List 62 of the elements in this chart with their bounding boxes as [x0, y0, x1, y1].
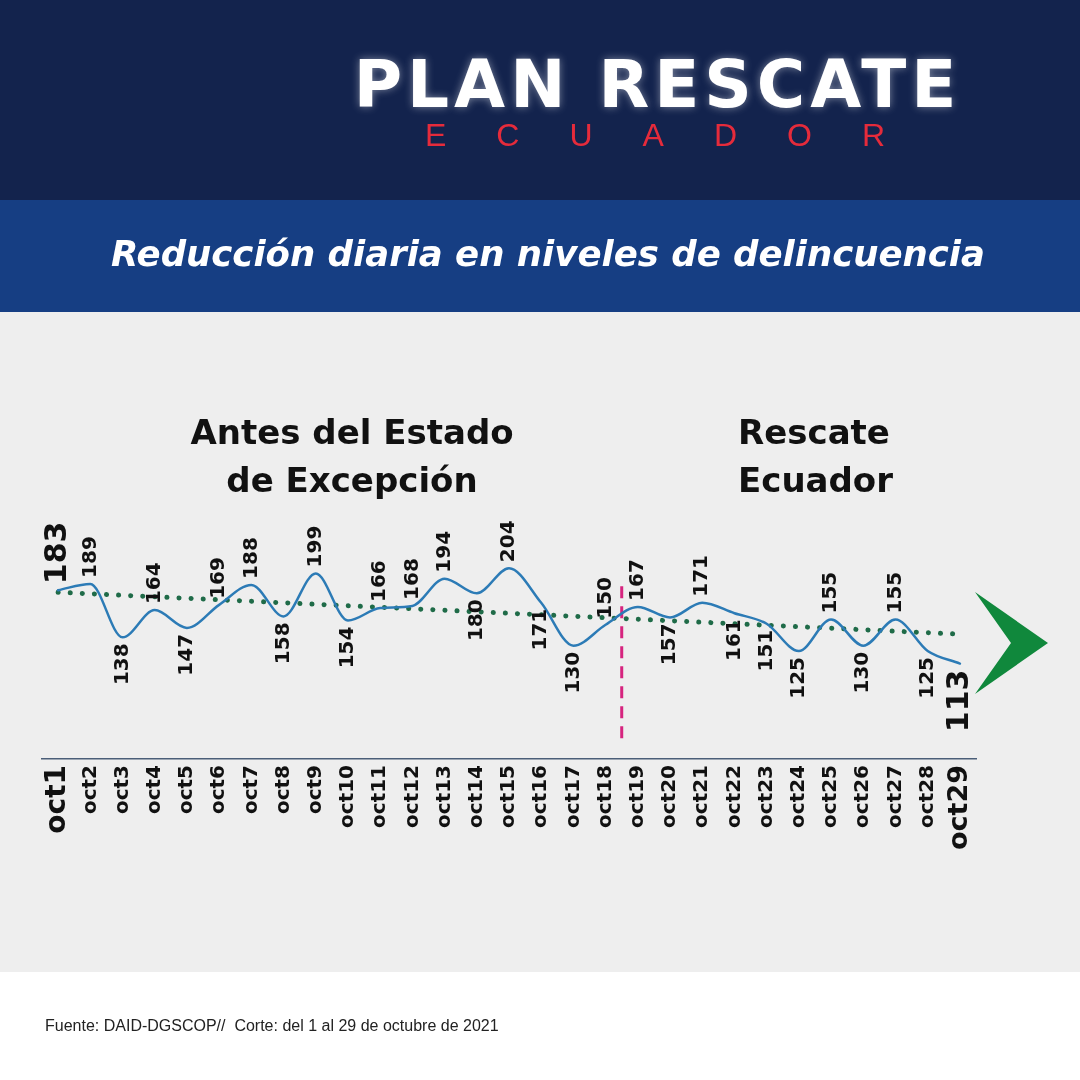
data-label: 189: [76, 536, 101, 578]
x-tick-label: oct9: [301, 764, 326, 815]
x-tick-label: oct5: [173, 764, 198, 815]
data-label: 151: [752, 629, 777, 672]
x-tick-label: oct12: [398, 764, 423, 828]
x-tick-label: oct29: [941, 764, 973, 851]
text: Antes del Estado de Excepción: [189, 411, 515, 502]
data-label: 158: [269, 622, 294, 665]
data-label: 155: [817, 571, 842, 614]
x-tick-label: oct15: [495, 764, 520, 828]
x-tick-label: oct23: [752, 764, 777, 828]
data-label: 168: [398, 558, 423, 600]
x-tick-label: oct14: [463, 764, 487, 828]
data-label: 164: [140, 562, 165, 605]
source-note: Fuente: DAID-DGSCOP// Corte: del 1 al 29 de octubre de 2021: [45, 1016, 499, 1036]
x-tick-label: oct22: [720, 764, 745, 828]
data-label: 161: [720, 619, 745, 661]
data-label: 154: [334, 626, 359, 669]
x-tick-label: oct8: [269, 764, 294, 815]
data-label: 125: [785, 656, 810, 699]
data-label: 180: [463, 599, 487, 642]
x-tick-label: oct27: [881, 764, 906, 828]
data-label: 167: [624, 559, 649, 601]
x-tick-label: oct7: [237, 764, 262, 815]
x-tick-label: oct10: [334, 764, 359, 828]
x-tick-label: oct28: [913, 764, 938, 828]
x-tick-label: oct2: [76, 764, 101, 815]
x-tick-label: oct24: [785, 764, 810, 828]
data-label: 183: [37, 521, 73, 585]
data-label: 157: [656, 623, 681, 666]
data-label: 150: [591, 577, 616, 619]
x-tick-label: oct13: [430, 764, 455, 828]
text: Rescate Ecuador: [738, 411, 894, 502]
x-tick-label: oct18: [591, 764, 616, 828]
x-tick-label: oct11: [366, 764, 391, 828]
data-label: 199: [301, 525, 326, 568]
x-tick-label: oct16: [527, 764, 552, 828]
x-tick-label: oct26: [849, 764, 874, 828]
x-tick-label: oct21: [688, 764, 713, 828]
data-label: 171: [688, 555, 713, 597]
x-tick-label: oct3: [108, 764, 133, 815]
data-label: 147: [173, 633, 198, 676]
data-label: 113: [939, 669, 975, 733]
x-tick-label: oct17: [559, 764, 584, 828]
x-tick-label: oct1: [39, 764, 73, 834]
data-label: 155: [881, 571, 906, 614]
data-label: 194: [430, 530, 455, 573]
data-label: 169: [205, 557, 230, 599]
x-tick-label: oct20: [656, 764, 681, 828]
data-label: 188: [237, 537, 262, 579]
text: Reducción diaria en niveles de delincuencia: [110, 232, 986, 276]
x-tick-label: oct19: [624, 764, 649, 828]
data-label: 138: [108, 643, 133, 686]
x-tick-label: oct25: [817, 764, 842, 828]
data-label: 204: [495, 520, 520, 563]
x-tick-label: oct4: [140, 764, 165, 815]
data-label: 166: [366, 560, 391, 602]
data-label: 130: [849, 651, 874, 694]
data-label: 171: [527, 608, 552, 651]
data-label: 130: [559, 651, 584, 694]
x-tick-label: oct6: [205, 764, 230, 815]
data-label: 125: [913, 656, 938, 699]
